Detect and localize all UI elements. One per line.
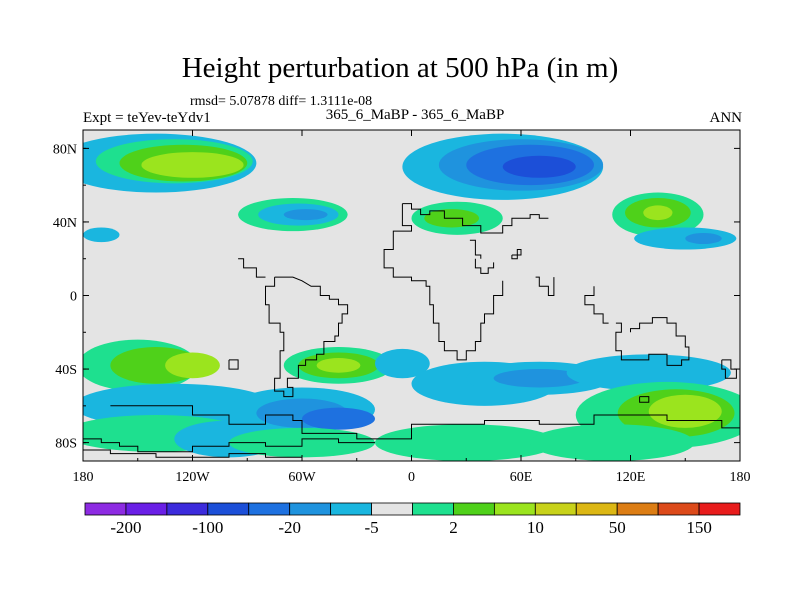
x-tick-label: 180 <box>73 470 94 485</box>
colorbar-box <box>371 502 413 516</box>
contour-region <box>302 407 375 430</box>
colorbar-label: 150 <box>686 518 712 537</box>
contour-region <box>493 369 585 388</box>
contour-region <box>502 155 576 178</box>
colorbar-box <box>125 502 168 516</box>
x-tick-label: 120E <box>616 470 646 485</box>
colorbar-box <box>289 502 332 516</box>
experiment-label: Expt = teYev-teYdv1 <box>83 110 211 126</box>
coastline <box>265 276 349 398</box>
colorbar-box <box>616 502 659 516</box>
y-tick-label: 40N <box>53 216 77 231</box>
x-tick-label: 60E <box>510 470 533 485</box>
colorbar-label: -200 <box>110 518 141 537</box>
colorbar-box <box>534 502 577 516</box>
season-label: ANN <box>709 110 743 126</box>
colorbar-box <box>84 502 127 516</box>
coastline <box>402 203 549 234</box>
colorbar-label: 10 <box>527 518 544 537</box>
colorbar-box <box>657 502 700 516</box>
colorbar-label: 2 <box>449 518 458 537</box>
coastline <box>721 359 737 379</box>
colorbar-box <box>330 502 372 516</box>
contour-region <box>648 394 722 428</box>
x-tick-label: 60W <box>288 470 316 485</box>
coastline <box>238 258 266 278</box>
contour-region <box>566 354 731 392</box>
y-tick-label: 80S <box>55 437 77 452</box>
colorbar-label: -20 <box>278 518 301 537</box>
coastline <box>228 359 239 370</box>
coastline <box>474 258 495 274</box>
y-tick-label: 80N <box>53 142 77 157</box>
colorbar-box <box>166 502 209 516</box>
y-tick-label: 40S <box>55 363 77 378</box>
colorbar-box <box>575 502 618 516</box>
coastline <box>110 405 740 440</box>
contour-region <box>316 358 361 373</box>
coastline <box>615 317 690 366</box>
contour-region <box>165 352 220 379</box>
colorbar-box <box>698 502 741 516</box>
contour-region <box>283 209 328 221</box>
coastline <box>584 286 609 324</box>
coastline <box>511 249 522 260</box>
coastline <box>535 276 555 296</box>
x-tick-label: 0 <box>408 470 415 485</box>
y-tick-label: 0 <box>70 290 77 305</box>
colorbar-box <box>453 502 495 516</box>
coastline <box>469 239 482 259</box>
colorbar-box <box>248 502 291 516</box>
contour-region <box>375 348 430 379</box>
colorbar-label: -5 <box>364 518 378 537</box>
colorbar-label: 50 <box>609 518 626 537</box>
contour-region <box>685 232 722 245</box>
x-tick-label: 180 <box>730 470 751 485</box>
coastline <box>383 203 504 361</box>
colorbar-label: -100 <box>192 518 223 537</box>
rmsd-diff-label: rmsd= 5.07878 diff= 1.3111e-08 <box>190 94 373 109</box>
x-tick-label: 120W <box>175 470 210 485</box>
colorbar-box <box>412 502 454 516</box>
colorbar-box <box>207 502 250 516</box>
chart-title: Height perturbation at 500 hPa (in m) <box>181 52 619 84</box>
contour-region <box>375 424 558 461</box>
contour-region <box>141 152 244 178</box>
coastline <box>639 396 650 403</box>
contour-region <box>643 205 673 221</box>
contour-region <box>83 227 120 243</box>
coastline <box>83 438 375 453</box>
case-label: 365_6_MaBP - 365_6_MaBP <box>325 107 505 123</box>
contour-region <box>530 424 695 461</box>
colorbar-box <box>493 502 536 516</box>
plot-area <box>83 130 740 461</box>
